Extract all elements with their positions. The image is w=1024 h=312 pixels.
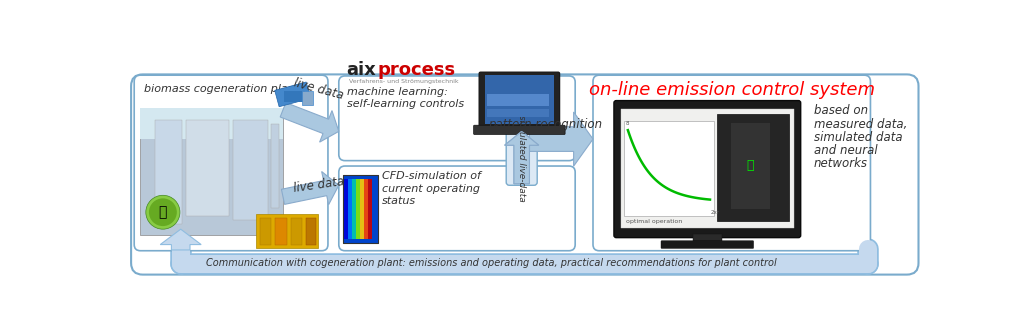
Text: measured data,: measured data, — [814, 118, 907, 130]
Text: simulated live-data: simulated live-data — [517, 115, 526, 202]
FancyBboxPatch shape — [474, 125, 565, 134]
FancyBboxPatch shape — [134, 75, 328, 251]
Text: optimal operation: optimal operation — [626, 219, 682, 224]
Bar — [347, 179, 351, 239]
Text: Communication with cogeneration plant: emissions and operating data, practical r: Communication with cogeneration plant: e… — [206, 258, 776, 268]
FancyBboxPatch shape — [506, 74, 538, 185]
FancyBboxPatch shape — [131, 74, 919, 275]
Bar — [284, 91, 305, 102]
Text: machine learning:: machine learning: — [346, 87, 447, 97]
Polygon shape — [160, 229, 201, 250]
Bar — [139, 108, 283, 235]
Text: 8: 8 — [626, 121, 629, 126]
FancyBboxPatch shape — [339, 76, 575, 161]
Text: Verfahrens- und Strömungstechnik: Verfahrens- und Strömungstechnik — [349, 79, 459, 84]
FancyBboxPatch shape — [593, 75, 870, 251]
Bar — [271, 124, 280, 208]
Bar — [369, 179, 373, 239]
Bar — [274, 82, 310, 107]
Text: on-line emission control system: on-line emission control system — [589, 81, 874, 99]
Polygon shape — [505, 131, 539, 184]
Bar — [275, 218, 287, 245]
Text: and neural: and neural — [814, 144, 878, 157]
FancyBboxPatch shape — [614, 100, 801, 238]
Bar — [155, 120, 182, 224]
Bar — [306, 218, 315, 245]
Text: networks: networks — [814, 157, 868, 170]
FancyBboxPatch shape — [479, 72, 560, 129]
Text: biomass cogeneration plant: biomass cogeneration plant — [143, 84, 299, 94]
Bar — [260, 218, 271, 245]
Bar — [693, 234, 722, 243]
Circle shape — [148, 198, 177, 226]
Text: live data: live data — [292, 76, 345, 102]
Bar — [186, 120, 228, 216]
Text: pattern recognition: pattern recognition — [488, 118, 602, 131]
Bar — [356, 179, 360, 239]
Bar — [624, 121, 714, 216]
Polygon shape — [282, 172, 339, 205]
Bar — [486, 95, 549, 106]
Text: 2xr: 2xr — [711, 210, 720, 215]
Bar — [256, 214, 317, 248]
Bar — [343, 175, 378, 243]
Text: CFD-simulation of: CFD-simulation of — [382, 171, 481, 181]
Polygon shape — [505, 131, 539, 184]
Text: 🚶: 🚶 — [746, 159, 754, 172]
Bar — [232, 120, 267, 220]
Polygon shape — [281, 103, 339, 142]
Text: status: status — [382, 196, 417, 206]
Bar — [730, 122, 770, 208]
Bar — [351, 179, 356, 239]
FancyBboxPatch shape — [339, 166, 575, 251]
Bar — [139, 108, 283, 139]
Text: based on: based on — [814, 105, 868, 117]
Text: live data: live data — [292, 174, 345, 194]
Bar — [486, 109, 549, 117]
Text: 🌿: 🌿 — [159, 205, 167, 219]
Circle shape — [145, 195, 180, 229]
Text: aix: aix — [346, 61, 376, 79]
Bar — [365, 179, 369, 239]
FancyBboxPatch shape — [662, 241, 754, 248]
Polygon shape — [529, 112, 593, 166]
Bar — [302, 91, 313, 105]
Bar — [484, 75, 554, 124]
Text: self-learning controls: self-learning controls — [346, 99, 464, 109]
Bar — [343, 179, 347, 239]
Text: simulated data: simulated data — [814, 131, 902, 144]
Bar — [343, 175, 378, 243]
Bar — [621, 109, 794, 228]
Bar — [360, 179, 365, 239]
Bar — [291, 218, 302, 245]
Bar — [717, 114, 790, 222]
Text: current operating: current operating — [382, 184, 480, 194]
Text: process: process — [378, 61, 456, 79]
